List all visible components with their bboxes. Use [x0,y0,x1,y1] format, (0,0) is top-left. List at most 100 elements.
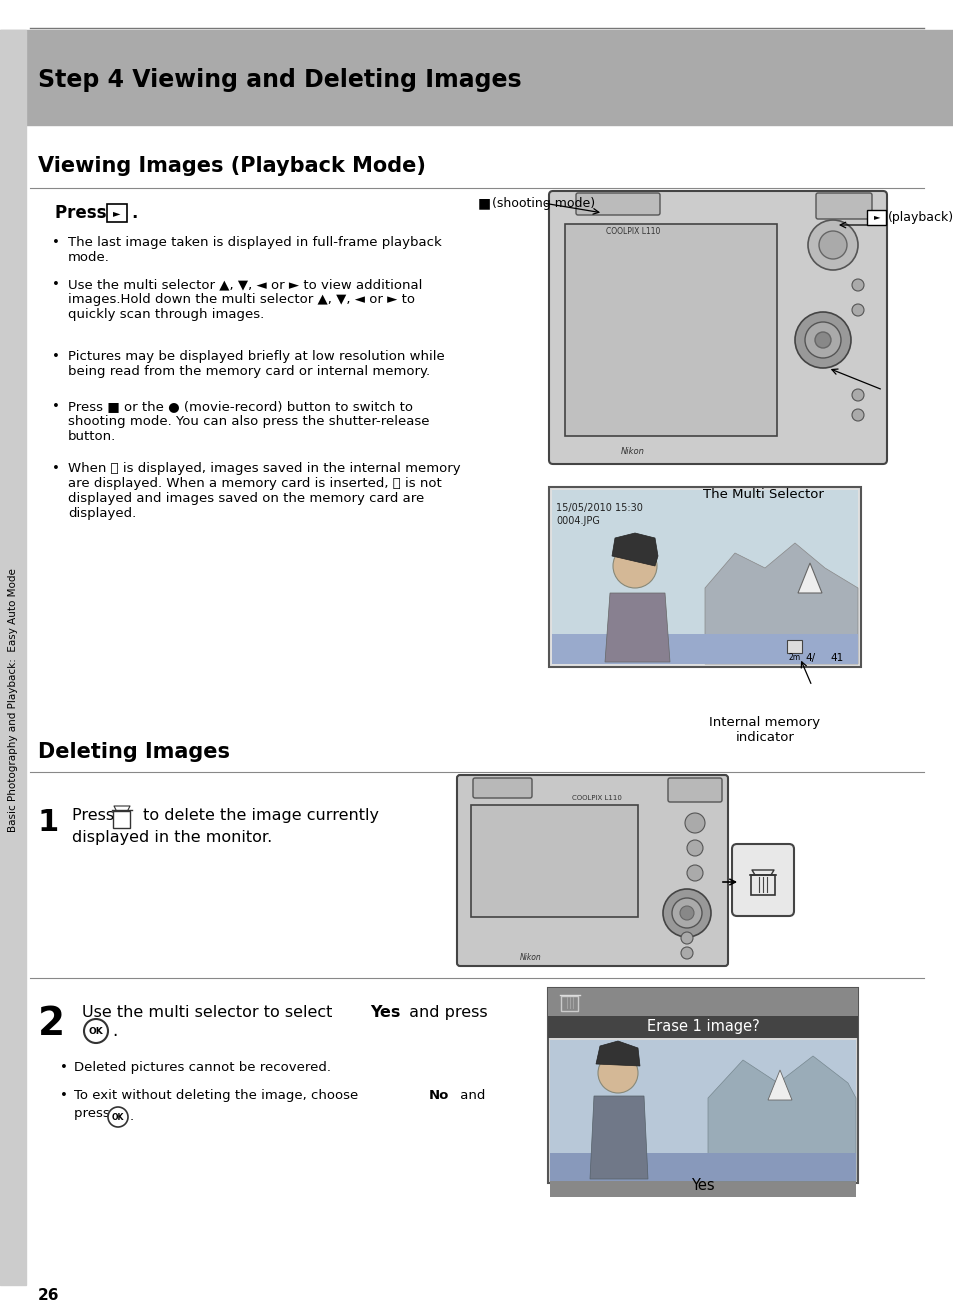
FancyBboxPatch shape [107,204,127,222]
FancyBboxPatch shape [456,775,727,966]
FancyBboxPatch shape [815,193,871,219]
Circle shape [613,544,657,587]
Text: ►: ► [113,208,121,218]
Text: The Multi Selector: The Multi Selector [701,489,822,502]
Text: ■: ■ [477,196,491,210]
FancyBboxPatch shape [731,844,793,916]
Text: •: • [60,1060,68,1074]
FancyBboxPatch shape [576,193,659,215]
FancyBboxPatch shape [564,223,776,436]
Text: No: No [429,1089,449,1102]
Text: 15/05/2010 15:30: 15/05/2010 15:30 [556,503,642,512]
Text: to delete the image currently: to delete the image currently [138,808,378,823]
Text: displayed in the monitor.: displayed in the monitor. [71,830,272,845]
Bar [547,988,857,1016]
Text: Use the multi selector to select: Use the multi selector to select [82,1005,337,1020]
Text: When Ⓘ is displayed, images saved in the internal memory
are displayed. When a m: When Ⓘ is displayed, images saved in the… [68,463,460,520]
Text: •: • [52,463,60,474]
Circle shape [108,1106,128,1127]
Text: Yes: Yes [370,1005,400,1020]
Circle shape [794,311,850,368]
Text: OK: OK [112,1113,124,1122]
Text: 0004.JPG: 0004.JPG [556,516,599,526]
Text: COOLPIX L110: COOLPIX L110 [572,795,621,802]
FancyBboxPatch shape [561,996,578,1010]
Circle shape [851,304,863,315]
Text: and press: and press [403,1005,487,1020]
Text: (playback): (playback) [887,210,953,223]
Circle shape [814,332,830,348]
Text: Deleted pictures cannot be recovered.: Deleted pictures cannot be recovered. [74,1060,331,1074]
Polygon shape [797,562,821,593]
Polygon shape [767,1070,791,1100]
Text: Erase 1 image?: Erase 1 image? [646,1020,759,1034]
FancyBboxPatch shape [547,988,857,1183]
FancyBboxPatch shape [548,191,886,464]
Circle shape [679,905,693,920]
FancyBboxPatch shape [750,875,774,895]
Text: •: • [52,350,60,363]
Text: Press ■ or the ● (movie-record) button to switch to
shooting mode. You can also : Press ■ or the ● (movie-record) button t… [68,399,429,443]
Text: OK: OK [89,1026,103,1035]
Circle shape [680,932,692,943]
FancyBboxPatch shape [667,778,721,802]
Circle shape [851,389,863,401]
Bar [552,633,857,664]
Text: 2m: 2m [788,653,801,662]
FancyBboxPatch shape [866,209,885,225]
Text: Internal memory
indicator: Internal memory indicator [709,716,820,744]
Circle shape [851,409,863,420]
Text: 2: 2 [38,1005,65,1043]
FancyBboxPatch shape [473,778,532,798]
Text: .: . [131,204,137,222]
Text: Nikon: Nikon [519,953,541,962]
Polygon shape [596,1041,639,1066]
Text: The last image taken is displayed in full-frame playback
mode.: The last image taken is displayed in ful… [68,237,441,264]
Text: ►: ► [873,213,880,222]
Circle shape [818,231,846,259]
Circle shape [598,1053,638,1093]
Text: Viewing Images (Playback Mode): Viewing Images (Playback Mode) [38,156,425,176]
Text: Nikon: Nikon [620,448,644,456]
Text: press: press [74,1106,113,1120]
Text: Press: Press [55,204,112,222]
Text: Basic Photography and Playback:  Easy Auto Mode: Basic Photography and Playback: Easy Aut… [8,568,18,832]
Text: •: • [52,399,60,413]
Polygon shape [704,543,857,664]
Text: .: . [112,1022,117,1039]
Polygon shape [707,1056,855,1181]
FancyBboxPatch shape [113,811,131,828]
Bar [0,30,26,1285]
Circle shape [662,890,710,937]
Circle shape [807,219,857,269]
Polygon shape [604,593,669,662]
Text: Pictures may be displayed briefly at low resolution while
being read from the me: Pictures may be displayed briefly at low… [68,350,444,378]
Text: Deleting Images: Deleting Images [38,742,230,762]
Text: (shooting mode): (shooting mode) [492,197,595,209]
Text: No: No [693,1200,712,1214]
Circle shape [84,1018,108,1043]
Bar [552,490,857,664]
Text: 26: 26 [38,1288,59,1302]
Text: 1: 1 [38,808,59,837]
FancyBboxPatch shape [548,487,861,668]
Circle shape [680,947,692,959]
Text: 4/: 4/ [804,653,814,664]
Text: Press: Press [71,808,119,823]
Text: To exit without deleting the image, choose: To exit without deleting the image, choo… [74,1089,362,1102]
FancyBboxPatch shape [471,805,638,917]
Bar [547,1016,857,1038]
FancyBboxPatch shape [786,640,801,653]
Text: and: and [456,1089,485,1102]
Circle shape [851,279,863,290]
Circle shape [686,865,702,880]
Polygon shape [612,533,658,566]
Circle shape [684,813,704,833]
Circle shape [671,897,701,928]
Polygon shape [589,1096,647,1179]
Text: 41: 41 [829,653,842,664]
Text: Use the multi selector ▲, ▼, ◄ or ► to view additional
images.Hold down the mult: Use the multi selector ▲, ▼, ◄ or ► to v… [68,279,422,321]
Circle shape [804,322,841,357]
Bar [550,1177,855,1197]
Text: Step 4 Viewing and Deleting Images: Step 4 Viewing and Deleting Images [38,67,521,92]
